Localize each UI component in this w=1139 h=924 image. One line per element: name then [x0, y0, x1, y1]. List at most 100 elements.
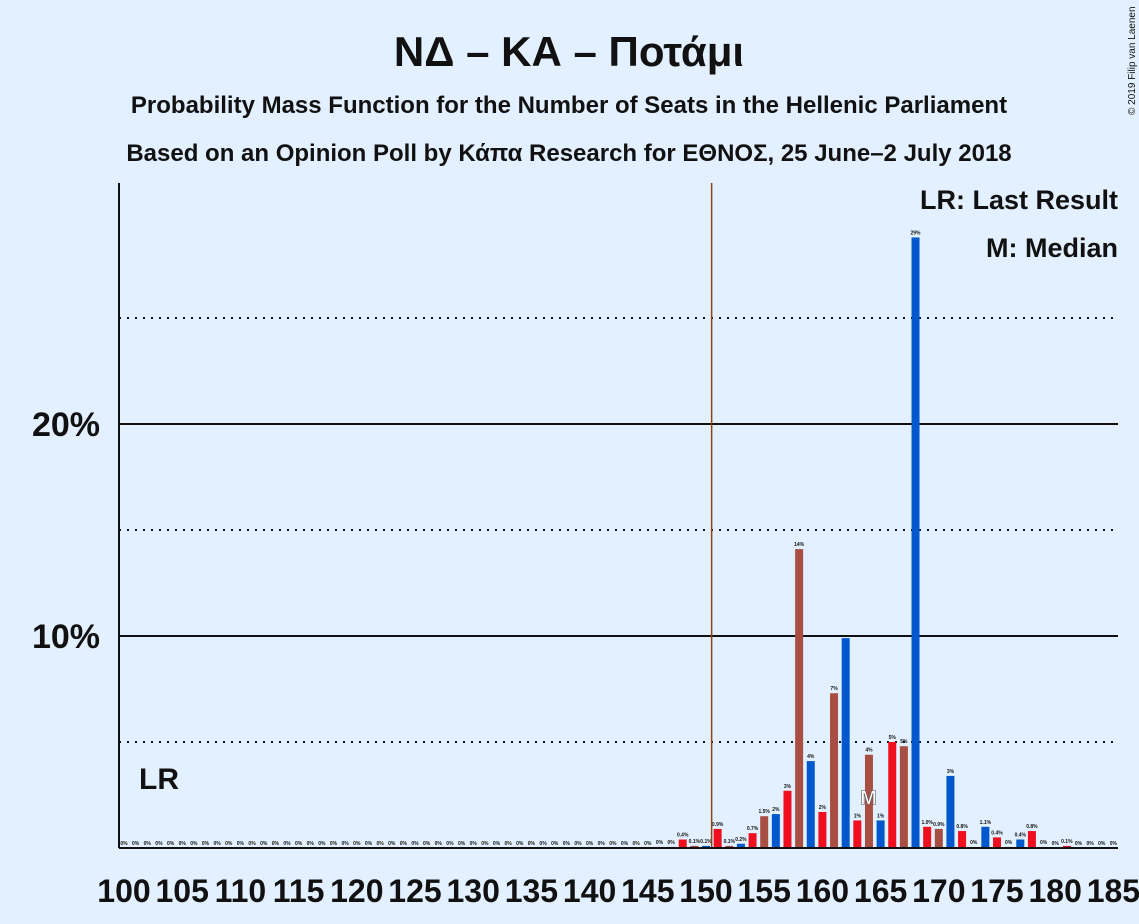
data-label: 3% — [784, 784, 792, 790]
bar — [725, 845, 734, 848]
data-label: 1% — [877, 813, 885, 819]
data-label: 0% — [656, 840, 664, 846]
data-label: 0% — [353, 841, 361, 847]
legend-last-result: LR: Last Result — [920, 185, 1118, 215]
bar — [760, 816, 769, 848]
bar — [946, 775, 955, 848]
data-label: 0.8% — [956, 824, 968, 830]
bars-group — [655, 237, 1071, 848]
x-tick-label: 115 — [273, 873, 325, 909]
data-label: 0% — [248, 841, 256, 847]
bar — [795, 549, 804, 848]
data-label: 2% — [819, 805, 827, 811]
x-tick-label: 160 — [796, 873, 849, 909]
x-tick-label: 180 — [1029, 873, 1082, 909]
median-marker: M — [860, 787, 877, 809]
bar — [981, 826, 990, 848]
data-label: 0% — [330, 841, 338, 847]
data-label: 4% — [865, 748, 873, 754]
data-label: 0% — [190, 841, 198, 847]
data-label: 0% — [528, 841, 536, 847]
data-label: 0% — [179, 841, 187, 847]
data-label: 0% — [202, 841, 210, 847]
x-tick-labels: 100 105 110 115 120 125 130 135 140 145 150 155 160 1… — [97, 873, 1139, 909]
data-label: 0.4% — [1015, 833, 1027, 839]
data-label: 0% — [446, 841, 454, 847]
bar — [876, 820, 885, 848]
data-label: 7% — [830, 686, 838, 692]
bar — [993, 837, 1001, 848]
data-label: 1% — [854, 813, 862, 819]
data-label: 1.0% — [921, 820, 933, 826]
x-tick-label: 165 — [854, 873, 907, 909]
bar — [690, 845, 699, 848]
data-label: 2% — [772, 807, 780, 813]
x-tick-label: 150 — [679, 873, 732, 909]
data-label: 0% — [621, 841, 629, 847]
bar — [830, 693, 839, 848]
data-label: 0% — [1075, 841, 1083, 847]
data-label: 0% — [295, 841, 303, 847]
x-tick-label: 125 — [388, 873, 441, 909]
data-label: 0% — [307, 841, 315, 847]
bar — [853, 820, 862, 848]
x-tick-label: 120 — [330, 873, 383, 909]
data-label: 0% — [132, 841, 140, 847]
data-label: 0% — [505, 841, 513, 847]
data-label: 0.8% — [1026, 824, 1038, 830]
data-label: 0% — [214, 841, 222, 847]
data-label: 0% — [1040, 840, 1048, 846]
legend-median: M: Median — [986, 233, 1118, 263]
data-label: 0% — [260, 841, 268, 847]
data-label: 0% — [539, 841, 547, 847]
data-label: 0% — [493, 841, 501, 847]
data-label: 0% — [155, 841, 163, 847]
bar — [678, 839, 687, 848]
bar — [1062, 845, 1071, 848]
x-tick-label: 110 — [215, 873, 267, 909]
data-label: 14% — [794, 542, 805, 548]
data-label: 0% — [272, 841, 280, 847]
chart-subtitle-2: Based on an Opinion Poll by Κάπα Researc… — [126, 140, 1011, 167]
bar — [783, 790, 792, 848]
data-label: 0.7% — [747, 826, 759, 832]
bar — [888, 742, 897, 848]
y-tick-label: 10% — [32, 618, 100, 656]
bar — [958, 831, 967, 848]
x-tick-label: 100 — [97, 873, 150, 909]
data-label: 0.2% — [735, 837, 747, 843]
data-label: 0% — [481, 841, 489, 847]
data-label: 1.1% — [980, 820, 992, 826]
data-label: 0% — [120, 841, 128, 847]
x-tick-label: 175 — [970, 873, 1023, 909]
data-labels-group: 0% 0% 0% 0% 0% 0% 0% 0% 0% 0% 0% 0% 0% 0% 0% 0% 0% 0% 0% 0%… — [120, 230, 1117, 847]
bar — [864, 754, 873, 848]
data-label: 0% — [458, 841, 466, 847]
bar — [748, 833, 757, 848]
last-result-marker-label: LR — [139, 763, 179, 796]
data-label: 0.1% — [724, 839, 736, 845]
data-label: 0% — [1052, 841, 1060, 847]
chart-subtitle: Probability Mass Function for the Number… — [131, 92, 1007, 119]
bar — [818, 811, 827, 848]
y-tick-labels: 10% 20% — [32, 406, 100, 656]
data-label: 0% — [633, 841, 641, 847]
x-tick-label: 135 — [505, 873, 558, 909]
data-label: 0.4% — [677, 833, 689, 839]
data-label: 0% — [551, 841, 559, 847]
bar — [841, 638, 850, 848]
data-label: 0% — [400, 841, 408, 847]
data-label: 0% — [144, 841, 152, 847]
data-label: 0% — [667, 840, 675, 846]
data-label: 29% — [911, 230, 922, 236]
data-label: 0% — [516, 841, 524, 847]
bar — [899, 746, 908, 848]
y-tick-label: 20% — [32, 406, 100, 444]
data-label: 5% — [889, 735, 897, 741]
x-tick-label: 185 — [1087, 873, 1139, 909]
data-label: 0% — [598, 841, 606, 847]
bar — [1016, 839, 1025, 848]
data-label: 0% — [435, 841, 443, 847]
x-tick-label: 105 — [156, 873, 209, 909]
